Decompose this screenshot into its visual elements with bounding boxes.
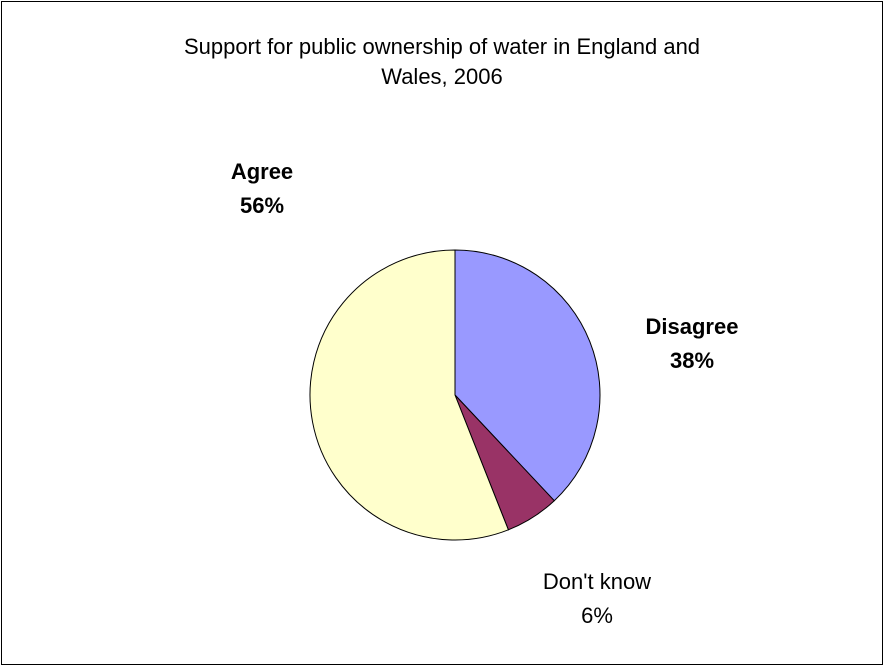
pie-slice-agree: [309, 249, 510, 541]
slice-label-disagree-name: Disagree: [645, 314, 739, 339]
chart-title-line-1: Support for public ownership of water in…: [183, 34, 701, 59]
slice-label-disagree: Disagree 38%: [622, 310, 762, 378]
slice-label-disagree-value: 38%: [669, 348, 715, 373]
slice-label-dont-know-value: 6%: [581, 603, 613, 628]
slice-label-agree-name: Agree: [230, 159, 294, 184]
slice-label-agree-value: 56%: [239, 193, 285, 218]
chart-title: Support for public ownership of water in…: [2, 32, 882, 92]
slice-label-dont-know-name: Don't know: [542, 569, 652, 594]
chart-title-line-2: Wales, 2006: [381, 64, 503, 89]
slice-label-agree: Agree 56%: [207, 155, 317, 223]
slice-label-dont-know: Don't know 6%: [522, 565, 672, 633]
pie-slice-disagree: [454, 249, 601, 502]
